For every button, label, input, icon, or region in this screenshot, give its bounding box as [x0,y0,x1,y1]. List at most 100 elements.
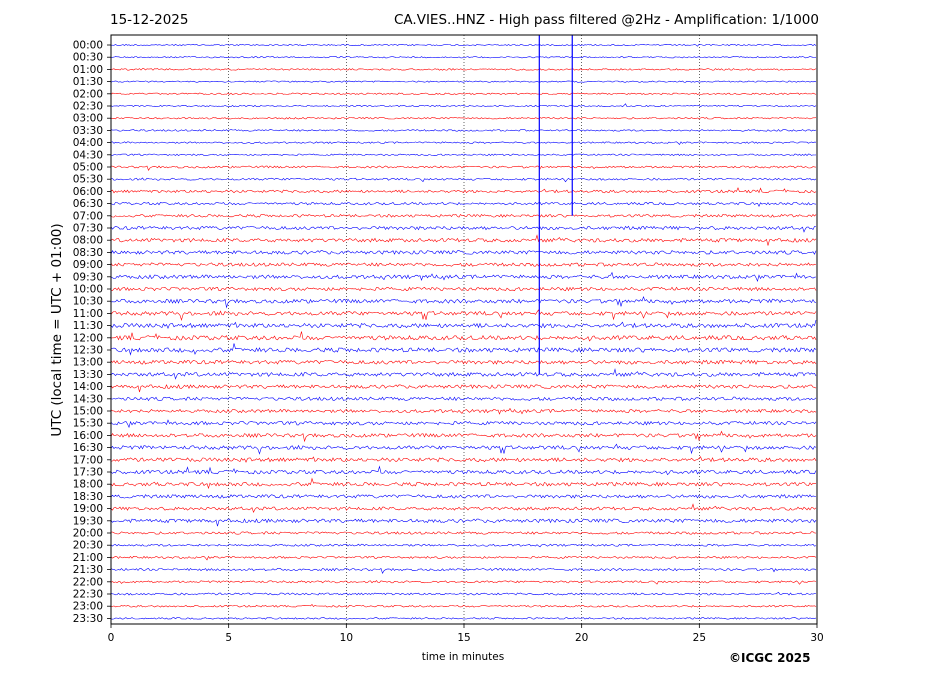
y-tick-label: 02:30 [73,101,103,113]
trace-0200 [110,92,817,95]
y-tick-label: 00:00 [73,40,103,52]
trace-2030 [110,543,817,548]
trace-2230 [110,591,817,596]
trace-1330 [110,368,817,380]
trace-2130 [110,567,817,575]
y-tick-label: 18:30 [73,491,103,503]
trace-1400 [110,384,817,393]
y-tick-label: 20:00 [73,528,103,540]
trace-0000 [111,43,817,47]
y-tick-label: 08:00 [73,235,103,247]
x-tick-label: 0 [108,632,115,644]
y-tick-label: 09:00 [73,259,103,271]
y-tick-label: 05:30 [73,174,103,186]
y-tick-label: 15:30 [73,418,103,430]
trace-2330 [110,617,817,620]
y-tick-label: 08:30 [73,247,103,259]
y-tick-label: 22:00 [73,576,103,588]
trace-0030 [111,56,817,59]
y-tick-label: 23:30 [73,613,103,625]
trace-1200 [110,331,817,342]
trace-1230 [111,343,817,356]
x-axis-label: time in minutes [421,651,505,663]
y-tick-label: 17:30 [73,467,103,479]
y-tick-label: 18:00 [73,479,103,491]
trace-0330 [110,129,817,132]
y-tick-label: 13:30 [73,369,103,381]
x-tick-label: 20 [575,632,588,644]
y-tick-label: 22:30 [73,589,103,601]
y-tick-label: 15:00 [73,406,103,418]
trace-0700 [110,213,817,218]
trace-1600 [110,430,817,443]
y-tick-label: 19:00 [73,503,103,515]
y-tick-label: 01:30 [73,76,103,88]
trace-0230 [110,103,817,108]
trace-1930 [110,518,817,527]
y-tick-label: 14:30 [73,393,103,405]
trace-0300 [110,116,817,120]
y-tick-label: 03:00 [73,113,103,125]
y-tick-label: 03:30 [73,125,103,137]
y-tick-label: 19:30 [73,515,103,527]
trace-1430 [110,396,817,402]
trace-0500 [110,165,817,171]
y-tick-label: 04:00 [73,137,103,149]
y-axis-label: UTC (local time = UTC + 01:00) [49,223,65,437]
y-tick-label: 16:30 [73,442,103,454]
y-tick-label: 05:00 [73,162,103,174]
trace-1900 [110,503,817,513]
y-tick-label: 04:30 [73,149,103,161]
y-tick-label: 07:30 [73,223,103,235]
y-tick-label: 13:00 [73,357,103,369]
y-tick-label: 10:30 [73,296,103,308]
y-tick-label: 02:00 [73,88,103,100]
y-tick-label: 09:30 [73,271,103,283]
y-tick-label: 01:00 [73,64,103,76]
copyright: ©ICGC 2025 [729,651,811,665]
trace-0430 [110,153,817,157]
trace-2300 [110,604,817,608]
chart-title: CA.VIES..HNZ - High pass filtered @2Hz -… [394,12,819,28]
y-tick-label: 20:30 [73,540,103,552]
trace-0100 [110,68,817,71]
chart-date: 15-12-2025 [110,12,189,28]
x-tick-label: 5 [225,632,232,644]
y-tick-label: 12:00 [73,332,103,344]
trace-layer [110,43,817,620]
y-tick-label: 06:00 [73,186,103,198]
y-tick-label: 12:30 [73,345,103,357]
spike-layer [538,35,573,375]
trace-1100 [110,309,817,322]
trace-0800 [110,234,817,246]
y-tick-label: 00:30 [73,52,103,64]
y-tick-label: 16:00 [73,430,103,442]
trace-1800 [110,477,816,490]
y-tick-label: 14:00 [73,381,103,393]
trace-1000 [110,286,817,292]
x-tick-label: 15 [457,632,470,644]
y-tick-labels: 00:0000:3001:0001:3002:0002:3003:0003:30… [73,40,111,625]
trace-0130 [110,80,817,83]
trace-1830 [110,494,817,499]
trace-1130 [110,320,817,330]
trace-0930 [110,271,817,283]
x-tick-labels: 0 5 10 15 20 25 30 [108,624,824,644]
trace-2200 [110,580,817,585]
trace-0400 [110,141,817,145]
x-tick-label: 30 [810,632,823,644]
trace-0530 [110,177,817,183]
y-tick-label: 06:30 [73,198,103,210]
trace-0900 [110,262,817,267]
trace-1730 [110,465,817,476]
trace-1030 [110,296,817,309]
trace-0600 [110,187,817,194]
y-tick-label: 07:00 [73,210,103,222]
y-tick-label: 21:00 [73,552,103,564]
y-tick-label: 10:00 [73,284,103,296]
trace-2000 [110,531,817,535]
trace-1630 [110,443,817,455]
trace-1700 [110,456,817,463]
trace-0630 [110,201,817,208]
